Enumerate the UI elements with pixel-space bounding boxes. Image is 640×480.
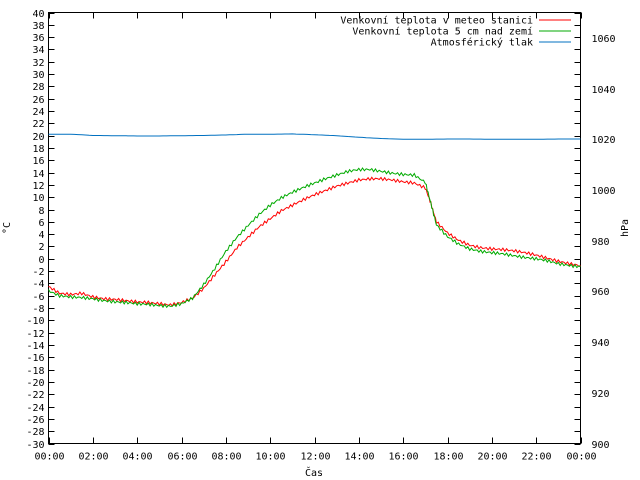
y2-axis-title: hPa [620,219,631,237]
x-axis-title: Čas [305,466,323,479]
x-tick-label: 02:00 [78,452,108,463]
series-line-1 [48,176,581,307]
y-tick-label: -14 [26,341,44,352]
series-line-2 [48,167,581,309]
y-tick-label: 14 [32,169,44,180]
x-tick-label: 20:00 [477,452,507,463]
y-tick-label: 26 [32,95,44,106]
x-tick-label: 10:00 [255,452,285,463]
y-tick-label: 20 [32,132,44,143]
y-tick-label: 22 [32,119,44,130]
y-tick-label: -6 [32,292,44,303]
x-tick-label: 14:00 [344,452,374,463]
y2-tick-label: 980 [592,237,610,248]
y-axis-title: °C [2,222,13,234]
x-tick-label: 08:00 [211,452,241,463]
x-tick-label: 00:00 [34,452,64,463]
legend-label-1: Venkovní teplota v meteo stanici [340,15,533,27]
y-tick-label: -24 [26,403,44,414]
legend: Venkovní teplota v meteo staniciVenkovní… [340,15,571,49]
y-tick-label: -10 [26,316,44,327]
plot-frame [48,12,581,444]
y2-tick-label: 940 [592,338,610,349]
y-tick-label: 38 [32,21,44,32]
x-tick-label: 18:00 [433,452,463,463]
y-tick-label: -30 [26,440,44,451]
x-tick-label: 16:00 [388,452,418,463]
y-tick-label: 32 [32,58,44,69]
legend-label-2: Venkovní teplota 5 cm nad zemí [352,26,533,38]
series-layer [48,133,581,309]
x-tick-label: 00:00 [566,452,596,463]
y-tick-label: -28 [26,427,44,438]
y-tick-label: -8 [32,304,44,315]
y2-tick-label: 900 [592,440,610,451]
legend-label-3: Atmosférický tlak [431,37,533,49]
y-axis-ticks: -30-28-26-24-22-20-18-16-14-12-10-8-6-4-… [26,9,581,451]
x-axis-ticks: 00:00 02:00 04:00 06:00 08:00 10:00 12:00 14:00… [34,12,597,463]
y2-axis-ticks: 900 920 940 960 980 1000 1020 1040 1060 [592,34,616,451]
y-tick-label: 36 [32,33,44,44]
y-tick-label: -18 [26,366,44,377]
y-tick-label: -16 [26,353,44,364]
x-tick-label: 12:00 [300,452,330,463]
y-tick-label: 8 [38,206,44,217]
x-tick-label: 04:00 [122,452,152,463]
y2-tick-label: 1060 [592,34,616,45]
y-tick-label: 2 [38,242,44,253]
y-tick-label: -4 [32,279,44,290]
y2-tick-label: 1000 [592,186,616,197]
y-tick-label: 30 [32,70,44,81]
y-tick-label: 18 [32,144,44,155]
y-tick-label: -20 [26,378,44,389]
y-tick-label: 24 [32,107,44,118]
y-tick-label: -22 [26,390,44,401]
y2-tick-label: 920 [592,389,610,400]
y-tick-label: -12 [26,329,44,340]
y-tick-label: 4 [38,230,44,241]
y-tick-label: 34 [32,45,44,56]
x-tick-label: 22:00 [521,452,551,463]
y-tick-label: -26 [26,415,44,426]
y-tick-label: 40 [32,9,44,20]
y-tick-label: 6 [38,218,44,229]
y-tick-label: 0 [38,255,44,266]
y2-tick-label: 960 [592,287,610,298]
series-line-3 [48,133,581,140]
x-tick-label: 06:00 [167,452,197,463]
y-tick-label: 12 [32,181,44,192]
y2-tick-label: 1040 [592,85,616,96]
y-tick-label: -2 [32,267,44,278]
y2-tick-label: 1020 [592,135,616,146]
y-tick-label: 16 [32,156,44,167]
y-tick-label: 10 [32,193,44,204]
y-tick-label: 28 [32,82,44,93]
